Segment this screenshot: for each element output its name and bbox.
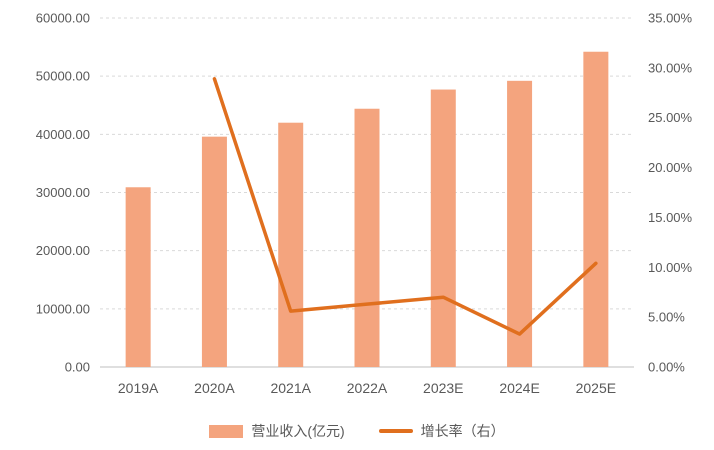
x-axis-category-label: 2023E <box>423 380 463 396</box>
right-axis-tick-label: 30.00% <box>648 60 693 75</box>
growth-rate-line <box>212 77 598 336</box>
x-axis-category-label: 2020A <box>194 380 235 396</box>
right-axis-tick-label: 15.00% <box>648 210 693 225</box>
x-axis-category-label: 2022A <box>347 380 388 396</box>
left-axis-tick-label: 40000.00 <box>36 127 90 142</box>
right-axis-tick-label: 35.00% <box>648 11 693 26</box>
right-axis-tick-label: 20.00% <box>648 160 693 175</box>
left-axis-tick-label: 10000.00 <box>36 301 90 316</box>
left-axis-tick-label: 0.00 <box>65 360 90 375</box>
revenue-bar <box>354 108 380 368</box>
legend-item-revenue: 营业收入(亿元) <box>209 421 345 441</box>
right-axis-tick-label: 25.00% <box>648 110 693 125</box>
chart-plot-area: 0.00 10000.00 20000.00 30000.00 40000.00 5000… <box>36 11 693 397</box>
line-series-swatch <box>378 429 413 433</box>
left-axis-tick-label: 20000.00 <box>36 243 90 258</box>
left-axis-tick-label: 30000.00 <box>36 185 90 200</box>
revenue-bar <box>430 89 456 368</box>
legend-item-growth-rate: 增长率（右） <box>378 421 505 441</box>
chart-legend: 营业收入(亿元) 增长率（右） <box>0 418 714 444</box>
x-axis-category-label: 2024E <box>499 380 539 396</box>
x-axis-category-label: 2025E <box>576 380 616 396</box>
right-axis-tick-label: 0.00% <box>648 360 685 375</box>
right-axis-tick-label: 5.00% <box>648 310 685 325</box>
revenue-bar <box>278 122 304 367</box>
revenue-bar <box>201 136 227 367</box>
revenue-bar <box>125 187 151 367</box>
right-axis-tick-label: 10.00% <box>648 260 693 275</box>
x-axis-category-label: 2021A <box>270 380 311 396</box>
left-axis-tick-label: 60000.00 <box>36 11 90 26</box>
revenue-bar <box>583 51 609 368</box>
x-axis-category-label: 2019A <box>118 380 159 396</box>
revenue-bar <box>507 80 533 367</box>
legend-label-revenue: 营业收入(亿元) <box>251 423 345 439</box>
left-axis-tick-label: 50000.00 <box>36 69 90 84</box>
legend-label-growth-rate: 增长率（右） <box>420 423 505 439</box>
bar-series-swatch <box>209 424 244 438</box>
